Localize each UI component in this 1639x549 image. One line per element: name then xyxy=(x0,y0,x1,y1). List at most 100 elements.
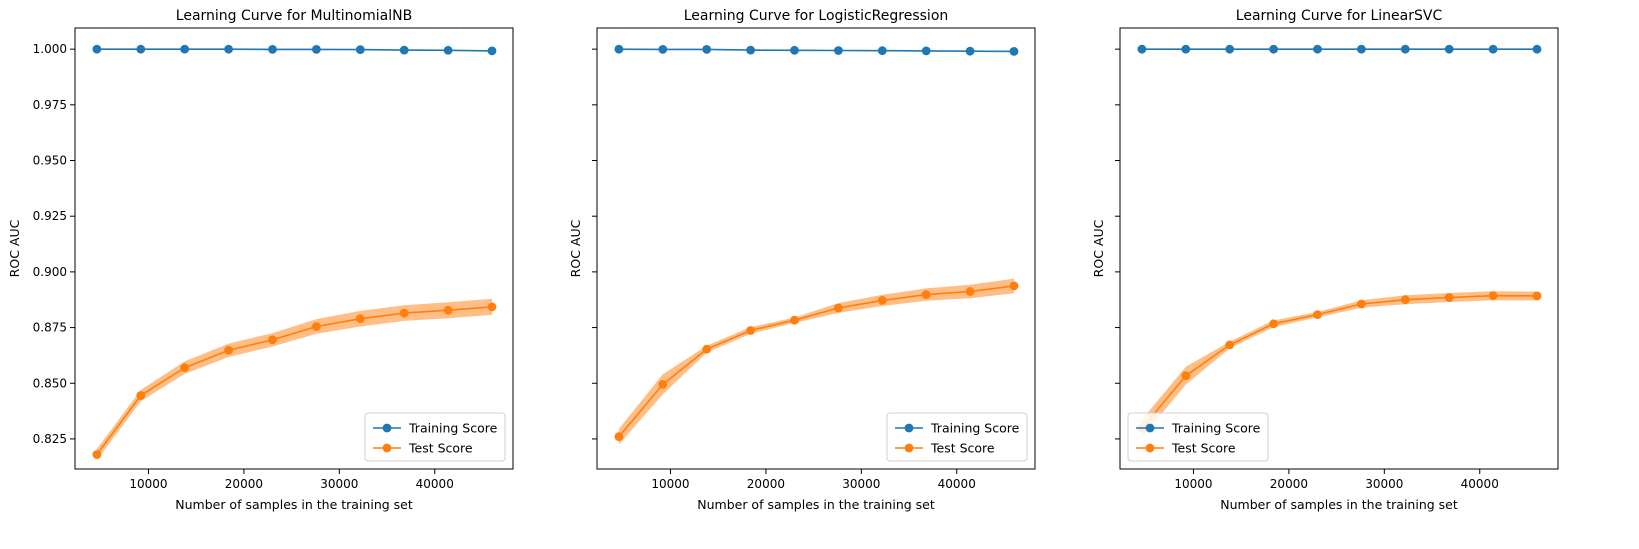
legend-box xyxy=(364,412,506,462)
x-tick-label: 20000 xyxy=(225,477,263,491)
data-point-test xyxy=(1009,281,1019,291)
x-tick-label: 20000 xyxy=(747,477,785,491)
data-point-training xyxy=(443,45,453,55)
legend: Training Score Test Score xyxy=(1127,412,1269,462)
data-point-training xyxy=(399,45,409,55)
data-point-test xyxy=(92,450,102,459)
legend-marker-training xyxy=(1145,423,1155,433)
data-point-training xyxy=(1225,44,1235,54)
x-tick-label: 30000 xyxy=(320,477,358,491)
legend-marker-test xyxy=(1145,443,1155,453)
data-point-test xyxy=(658,380,668,389)
data-point-training xyxy=(1400,44,1410,54)
data-point-training xyxy=(965,46,975,56)
y-tick-label: 1.000 xyxy=(33,42,67,56)
data-point-test xyxy=(312,322,321,331)
data-point-test xyxy=(487,302,497,312)
data-point-test xyxy=(614,432,624,442)
y-tick-label: 0.875 xyxy=(33,321,67,335)
data-point-test xyxy=(877,296,887,305)
data-point-test xyxy=(790,315,799,325)
y-tick-label: 0.975 xyxy=(33,98,67,112)
x-tick-label: 10000 xyxy=(651,477,689,491)
data-point-test xyxy=(268,335,277,345)
legend-marker-test xyxy=(904,443,914,453)
plot-frame xyxy=(1119,27,1559,470)
series-band-test xyxy=(618,278,1014,445)
data-point-test xyxy=(1269,319,1278,329)
data-point-training xyxy=(790,45,799,55)
data-point-test xyxy=(746,326,755,335)
series-line-test xyxy=(1141,294,1538,430)
x-tick-label: 20000 xyxy=(1270,477,1308,491)
x-tick-label: 10000 xyxy=(129,477,167,491)
legend: Training Score Test Score xyxy=(364,412,506,462)
plot-frame xyxy=(74,27,514,470)
y-axis-label: ROC AUC xyxy=(568,219,583,277)
data-point-training xyxy=(268,45,277,54)
legend-marker-training xyxy=(904,423,914,433)
series-line-test xyxy=(96,306,493,455)
data-point-test xyxy=(1181,371,1191,381)
data-point-test xyxy=(399,308,409,318)
data-point-test xyxy=(834,303,843,313)
legend-marker-training xyxy=(382,423,392,433)
data-point-test xyxy=(1400,295,1410,305)
y-tick-label: 0.950 xyxy=(33,154,67,168)
legend: Training Score Test Score xyxy=(886,412,1028,462)
x-tick-label: 40000 xyxy=(938,477,976,491)
y-axis-label: ROC AUC xyxy=(7,219,22,277)
x-tick-label: 40000 xyxy=(416,477,454,491)
data-point-training xyxy=(1137,44,1147,54)
legend-label-test: Test Score xyxy=(930,441,995,456)
data-point-training xyxy=(702,45,712,54)
x-tick-label: 30000 xyxy=(842,477,880,491)
chart-panel-3: Learning Curve for LinearSVC 10000 20000 30… xyxy=(1091,8,1559,512)
y-tick-label: 0.900 xyxy=(33,265,67,279)
data-point-training xyxy=(877,46,887,56)
data-point-test xyxy=(180,363,190,373)
data-point-training xyxy=(1181,44,1191,54)
x-axis-label: Number of samples in the training set xyxy=(1220,497,1458,512)
data-point-training xyxy=(355,45,365,54)
data-point-training xyxy=(1488,44,1498,54)
x-tick-label: 30000 xyxy=(1365,477,1403,491)
x-tick-label: 10000 xyxy=(1174,477,1212,491)
data-point-training xyxy=(1269,44,1278,54)
data-point-training xyxy=(1009,47,1019,56)
legend-label-training: Training Score xyxy=(408,421,498,436)
data-point-training xyxy=(746,45,755,55)
data-point-test xyxy=(224,345,234,355)
data-point-training xyxy=(180,44,190,54)
chart-title: Learning Curve for LinearSVC xyxy=(1236,8,1443,24)
series-band-test xyxy=(96,298,493,461)
data-point-test xyxy=(1532,291,1542,301)
data-point-test xyxy=(1488,291,1498,301)
data-point-training xyxy=(1444,44,1454,54)
data-point-test xyxy=(1444,293,1454,302)
x-axis-label: Number of samples in the training set xyxy=(697,497,935,512)
series-line-training xyxy=(618,48,1015,53)
data-point-training xyxy=(92,44,102,54)
data-point-training xyxy=(921,46,931,56)
data-point-training xyxy=(136,44,146,54)
legend-marker-test xyxy=(382,443,392,453)
data-point-training xyxy=(614,44,624,54)
legend-label-training: Training Score xyxy=(930,421,1020,436)
data-point-training xyxy=(1532,44,1542,54)
data-point-training xyxy=(834,46,843,55)
x-tick-label: 40000 xyxy=(1461,477,1499,491)
plot-frame xyxy=(596,27,1036,470)
chart-title: Learning Curve for MultinomialNB xyxy=(176,8,412,24)
data-point-test xyxy=(1225,340,1235,350)
data-point-test xyxy=(702,344,712,354)
y-tick-label: 0.825 xyxy=(33,432,67,446)
chart-panel-2: Learning Curve for LogisticRegression 100… xyxy=(568,8,1036,512)
chart-title: Learning Curve for LogisticRegression xyxy=(684,8,949,24)
data-point-test xyxy=(1313,310,1322,319)
data-point-test xyxy=(965,287,975,296)
data-point-test xyxy=(443,305,453,315)
legend-label-training: Training Score xyxy=(1171,421,1261,436)
data-point-test xyxy=(355,314,365,324)
